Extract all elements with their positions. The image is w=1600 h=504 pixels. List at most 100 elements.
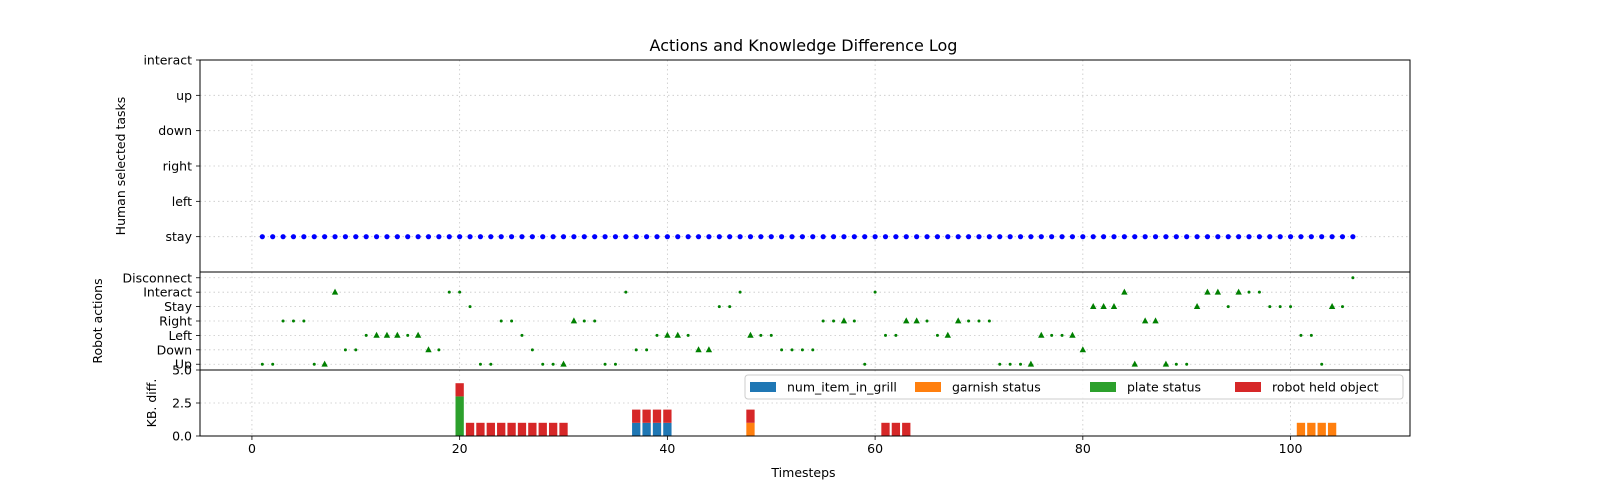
robot-action-dot bbox=[832, 319, 836, 323]
y-tick-label: stay bbox=[166, 229, 193, 244]
human-task-point bbox=[1132, 234, 1138, 240]
human-task-point bbox=[841, 234, 847, 240]
kb-bar bbox=[652, 422, 662, 436]
robot-panel-ylabel: Robot actions bbox=[90, 278, 105, 363]
robot-action-dot bbox=[987, 319, 991, 323]
human-task-point bbox=[488, 234, 494, 240]
robot-action-triangle bbox=[705, 346, 713, 353]
robot-action-triangle bbox=[1328, 302, 1336, 309]
legend-box bbox=[744, 374, 1404, 400]
robot-action-dot bbox=[551, 362, 555, 366]
robot-action-dot bbox=[1309, 333, 1313, 337]
robot-action-dot bbox=[271, 362, 275, 366]
robot-action-dot bbox=[468, 305, 472, 309]
robot-action-dot bbox=[717, 305, 721, 309]
human-task-point bbox=[342, 234, 349, 240]
robot-action-dot bbox=[1268, 305, 1272, 309]
human-task-point bbox=[851, 234, 857, 240]
robot-action-dot bbox=[312, 362, 316, 366]
robot-action-triangle bbox=[903, 317, 910, 324]
y-tick-label: left bbox=[172, 194, 192, 209]
legend-label: num_item_in_grill bbox=[787, 380, 897, 395]
y-tick-label: up bbox=[176, 88, 192, 103]
robot-action-triangle bbox=[1038, 331, 1045, 338]
human-task-point bbox=[332, 234, 338, 240]
robot-action-dot bbox=[613, 362, 617, 366]
robot-action-dot bbox=[1257, 290, 1261, 294]
robot-action-dot bbox=[780, 348, 784, 352]
human-task-point bbox=[498, 234, 504, 240]
robot-action-dot bbox=[593, 319, 597, 323]
human-task-point bbox=[986, 234, 992, 240]
human-task-point bbox=[820, 234, 826, 240]
y-tick-label: down bbox=[158, 123, 192, 138]
robot-action-dot bbox=[790, 348, 794, 352]
y-tick-label: Up bbox=[175, 357, 192, 372]
legend-label: garnish status bbox=[952, 380, 1041, 395]
human-task-point bbox=[1007, 234, 1013, 240]
y-tick-label: interact bbox=[143, 53, 192, 68]
robot-action-dot bbox=[603, 362, 607, 366]
robot-action-dot bbox=[1320, 362, 1324, 366]
y-tick-label: 5.0 bbox=[172, 363, 192, 378]
y-tick-label: Left bbox=[168, 328, 192, 343]
y-tick-label: right bbox=[163, 159, 192, 174]
human-task-point bbox=[1184, 234, 1190, 240]
robot-action-triangle bbox=[560, 360, 567, 367]
human-task-point bbox=[612, 234, 619, 240]
human-task-point bbox=[384, 234, 390, 240]
human-task-point bbox=[270, 234, 276, 240]
robot-action-dot bbox=[437, 348, 441, 352]
robot-action-triangle bbox=[944, 331, 952, 338]
robot-action-dot bbox=[1174, 362, 1178, 366]
kb-bar bbox=[632, 422, 641, 436]
robot-action-dot bbox=[769, 333, 773, 337]
robot-action-dot bbox=[873, 290, 877, 294]
x-tick-label: 100 bbox=[1279, 441, 1303, 456]
robot-action-dot bbox=[406, 333, 410, 337]
plot-layer: stay left right down up interact UpDownLeftRig… bbox=[123, 53, 1411, 456]
robot-action-dot bbox=[977, 319, 981, 323]
kb-bar bbox=[465, 422, 475, 436]
human-task-point bbox=[779, 234, 785, 240]
robot-action-dot bbox=[634, 348, 638, 352]
human-task-point bbox=[768, 234, 774, 240]
x-tick-label: 40 bbox=[659, 441, 675, 456]
human-task-point bbox=[924, 234, 930, 240]
kb-bar bbox=[642, 422, 651, 436]
human-task-point bbox=[914, 234, 920, 240]
robot-action-dot bbox=[863, 362, 867, 366]
human-task-point bbox=[882, 234, 889, 240]
human-task-point bbox=[976, 234, 982, 240]
human-task-point bbox=[446, 234, 452, 240]
robot-action-dot bbox=[655, 333, 659, 337]
kb-bar bbox=[881, 422, 890, 436]
y-tick-label: 0.0 bbox=[172, 429, 192, 444]
robot-action-dot bbox=[302, 319, 306, 323]
robot-action-dot bbox=[520, 333, 524, 337]
robot-action-triangle bbox=[1110, 302, 1118, 309]
robot-action-dot bbox=[364, 333, 368, 337]
human-task-point bbox=[508, 234, 515, 240]
robot-action-triangle bbox=[1204, 288, 1211, 295]
robot-action-dot bbox=[1299, 333, 1303, 337]
human-task-point bbox=[1017, 234, 1024, 240]
kb-bar bbox=[663, 422, 672, 436]
human-task-point bbox=[810, 234, 816, 240]
human-task-point bbox=[716, 234, 722, 240]
kb-bar bbox=[1317, 422, 1326, 436]
robot-action-dot bbox=[852, 319, 856, 323]
kb-bar bbox=[455, 383, 464, 397]
kb-bar bbox=[538, 422, 547, 436]
robot-action-dot bbox=[499, 319, 503, 323]
human-task-point bbox=[675, 234, 681, 240]
human-task-point bbox=[363, 234, 369, 240]
human-task-point bbox=[644, 234, 650, 240]
human-task-point bbox=[1194, 234, 1200, 240]
robot-action-dot bbox=[1019, 362, 1023, 366]
robot-action-triangle bbox=[840, 317, 848, 324]
human-task-point bbox=[1121, 234, 1127, 240]
human-task-point bbox=[301, 234, 307, 240]
human-task-point bbox=[457, 234, 463, 240]
